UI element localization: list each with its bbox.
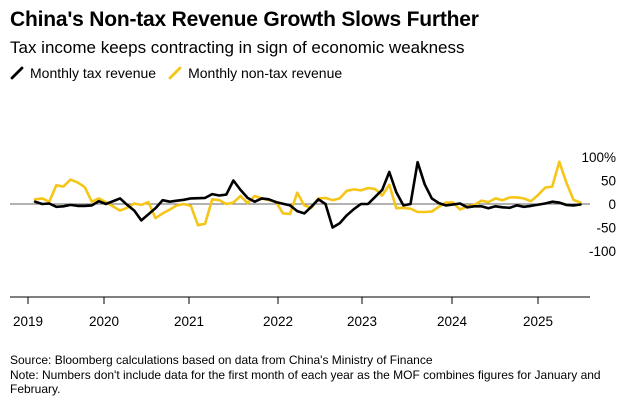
x-tick-label: 2025 — [523, 314, 553, 329]
legend-label-nontax: Monthly non-tax revenue — [188, 65, 343, 81]
legend: Monthly tax revenue Monthly non-tax reve… — [10, 65, 354, 81]
legend-item-tax: Monthly tax revenue — [10, 65, 156, 81]
x-tick-label: 2023 — [347, 314, 377, 329]
x-tick-label: 2020 — [89, 314, 119, 329]
chart-subtitle: Tax income keeps contracting in sign of … — [10, 38, 465, 57]
x-tick-label: 2019 — [13, 314, 43, 329]
legend-swatch-tax — [10, 66, 24, 80]
legend-swatch-nontax — [168, 66, 182, 80]
legend-label-tax: Monthly tax revenue — [30, 65, 157, 81]
footnote: Note: Numbers don't include data for the… — [10, 368, 601, 396]
series-line-nontax — [33, 160, 582, 227]
legend-item-nontax: Monthly non-tax revenue — [168, 65, 342, 81]
y-tick-label: 100% — [581, 150, 616, 165]
chart-title: China's Non-tax Revenue Growth Slows Fur… — [10, 8, 479, 31]
y-tick-label: -100 — [589, 244, 616, 259]
y-tick-label: 50 — [601, 174, 616, 189]
x-tick-label: 2021 — [174, 314, 204, 329]
x-tick-label: 2022 — [263, 314, 293, 329]
y-tick-label: 0 — [608, 197, 616, 212]
series-line-tax — [33, 160, 582, 229]
source-note: Source: Bloomberg calculations based on … — [10, 353, 433, 367]
x-tick-label: 2024 — [437, 314, 468, 329]
y-tick-label: -50 — [596, 221, 616, 236]
